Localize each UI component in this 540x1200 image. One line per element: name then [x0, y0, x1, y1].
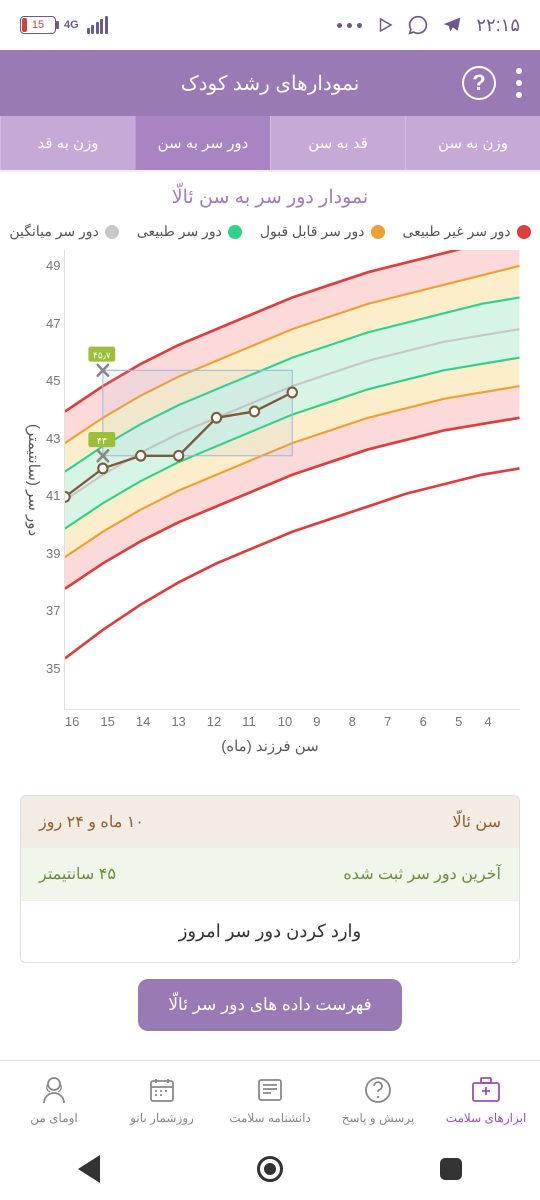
chart-plot-area[interactable]: ۴۵٫۷ ۴۳ — [64, 250, 520, 710]
tab-weight-age[interactable]: وزن به سن — [405, 116, 540, 170]
info-value: ۴۵ سانتیمتر — [39, 864, 116, 884]
menu-vertical-icon[interactable] — [516, 68, 522, 98]
info-label: آخرین دور سر ثبت شده — [343, 864, 501, 884]
chart-svg: ۴۵٫۷ ۴۳ — [65, 250, 520, 709]
nav-health-tools[interactable]: ابزارهای سلامت — [432, 1061, 540, 1138]
x-axis-label: سن فرزند (ماه) — [20, 737, 520, 755]
svg-text:۴۵٫۷: ۴۵٫۷ — [93, 351, 111, 361]
enter-measurement-button[interactable]: وارد کردن دور سر امروز — [21, 900, 519, 962]
battery-indicator: 15 — [20, 16, 56, 34]
nav-calendar[interactable]: روزشمار بانو — [108, 1061, 216, 1138]
signal-icon — [87, 16, 108, 34]
play-outline-icon — [376, 16, 394, 34]
nav-label: پرسش و پاسخ — [342, 1111, 415, 1125]
nav-label: دانشنامه سلامت — [229, 1111, 311, 1125]
status-bar: 15 4G ۲۲:۱۵ — [0, 0, 540, 50]
chart[interactable]: دور سر (سانتیمتر) 4947454341393735 ۴۵٫۷۴… — [20, 250, 520, 710]
legend-item: دور سر طبیعی — [137, 223, 242, 240]
whatsapp-icon — [408, 15, 428, 35]
info-row-last-measure: آخرین دور سر ثبت شده ۴۵ سانتیمتر — [21, 848, 519, 900]
system-recent-button[interactable] — [440, 1158, 462, 1180]
medkit-icon — [471, 1075, 501, 1105]
legend-item: دور سر قابل قبول — [260, 223, 385, 240]
help-icon[interactable]: ? — [462, 66, 496, 100]
y-axis-ticks: 4947454341393735 — [46, 250, 64, 710]
page-title: نمودارهای رشد کودک — [181, 71, 360, 96]
tab-height-age[interactable]: قد به سن — [270, 116, 405, 170]
legend-dot — [228, 225, 242, 239]
telegram-icon — [442, 15, 462, 35]
chart-legend: دور سر غیر طبیعی دور سر قابل قبول دور سر… — [20, 223, 520, 240]
network-type: 4G — [64, 19, 79, 31]
news-icon — [255, 1075, 285, 1105]
nav-label: ابزارهای سلامت — [446, 1111, 527, 1125]
help-icon — [363, 1075, 393, 1105]
info-label: سن ئالّا — [453, 812, 501, 832]
legend-item: دور سر میانگین — [9, 223, 119, 240]
nav-profile[interactable]: اومای من — [0, 1061, 108, 1138]
system-nav-bar — [0, 1138, 540, 1200]
legend-item: دور سر غیر طبیعی — [403, 223, 531, 240]
calendar-icon — [147, 1075, 177, 1105]
legend-dot — [105, 225, 119, 239]
info-value: ۱۰ ماه و ۲۴ روز — [39, 812, 144, 832]
y-axis-label: دور سر (سانتیمتر) — [20, 250, 46, 710]
data-list-button[interactable]: فهرست داده های دور سر ئالّا — [138, 979, 401, 1031]
tab-head-age[interactable]: دور سر به سن — [135, 116, 270, 170]
tab-weight-height[interactable]: وزن به قد — [0, 116, 135, 170]
nav-label: روزشمار بانو — [130, 1111, 194, 1125]
system-home-button[interactable] — [257, 1156, 283, 1182]
avatar-icon — [39, 1075, 69, 1105]
info-row-age: سن ئالّا ۱۰ ماه و ۲۴ روز — [21, 796, 519, 848]
tab-bar: وزن به سن قد به سن دور سر به سن وزن به ق… — [0, 116, 540, 172]
x-axis-ticks: 45678910111213141516 — [65, 710, 520, 733]
bottom-nav: ابزارهای سلامت پرسش و پاسخ دانشنامه سلام… — [0, 1060, 540, 1138]
app-bar: ? نمودارهای رشد کودک — [0, 50, 540, 116]
more-dots-icon — [337, 23, 362, 28]
nav-label: اومای من — [30, 1111, 78, 1125]
chart-title: نمودار دور سر به سن ئالّا — [20, 186, 520, 209]
legend-dot — [517, 225, 531, 239]
nav-encyclopedia[interactable]: دانشنامه سلامت — [216, 1061, 324, 1138]
battery-pct: 15 — [32, 19, 44, 31]
clock: ۲۲:۱۵ — [476, 15, 520, 36]
nav-qa[interactable]: پرسش و پاسخ — [324, 1061, 432, 1138]
system-back-button[interactable] — [78, 1155, 100, 1183]
svg-text:۴۳: ۴۳ — [97, 437, 107, 447]
legend-dot — [371, 225, 385, 239]
info-card: سن ئالّا ۱۰ ماه و ۲۴ روز آخرین دور سر ثب… — [20, 795, 520, 963]
